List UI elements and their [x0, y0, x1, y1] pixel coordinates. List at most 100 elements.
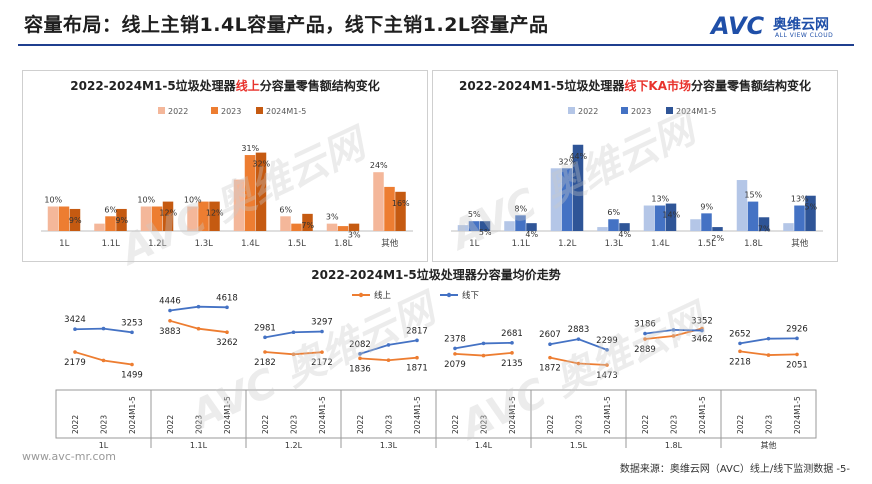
- offline-bar: [758, 217, 770, 231]
- group-label: 1.8L: [665, 441, 683, 450]
- online-structure-panel: 2022-2024M1-5垃圾处理器线上分容量零售额结构变化 2022 2023 2…: [22, 70, 428, 262]
- online-tick-label: 其他: [381, 238, 399, 249]
- price-data-label: 3424: [64, 315, 86, 325]
- offline-tick-label: 1.8L: [744, 239, 763, 249]
- offline-data-label: 5%: [468, 210, 481, 219]
- period-label: 2024M1-5: [223, 396, 232, 434]
- price-point: [738, 341, 742, 346]
- price-point: [168, 319, 172, 323]
- offline-legend-label: 2024M1-5: [676, 107, 716, 116]
- offline-bar: [736, 180, 748, 231]
- online-data-label: 12%: [206, 209, 224, 218]
- period-label: 2024M1-5: [698, 396, 707, 434]
- offline-bar: [654, 205, 666, 231]
- offline-bar: [794, 205, 805, 231]
- offline-bar: [643, 205, 655, 231]
- price-data-label: 3297: [311, 318, 333, 328]
- logo-text: AVC: [711, 12, 765, 40]
- period-label: 2022: [451, 415, 460, 434]
- online-bar: [326, 223, 338, 231]
- online-tick-label: 1.2L: [148, 239, 167, 249]
- online-bar: [116, 208, 127, 231]
- price-data-label: 2926: [786, 324, 808, 334]
- period-label: 2023: [195, 415, 204, 434]
- price-point: [263, 335, 267, 340]
- online-bar: [373, 172, 384, 231]
- online-bar: [151, 206, 163, 231]
- offline-title-highlight: 线下KA市场: [624, 79, 691, 93]
- price-data-label: 2981: [254, 323, 276, 333]
- price-data-label: 3186: [634, 320, 656, 330]
- price-data-label: 2172: [311, 358, 333, 368]
- price-data-label: 1499: [121, 371, 143, 381]
- price-data-label: 1871: [406, 364, 428, 374]
- offline-bar: [504, 221, 515, 231]
- offline-bar: [479, 221, 491, 231]
- period-label: 2024M1-5: [508, 396, 517, 434]
- online-legend-swatch: [158, 107, 165, 114]
- period-label: 2023: [480, 415, 489, 434]
- online-data-label: 6%: [279, 205, 292, 214]
- offline-bar: [457, 225, 469, 231]
- offline-data-label: 5%: [804, 203, 817, 212]
- online-title-prefix: 2022-2024M1-5垃圾处理器: [70, 79, 236, 93]
- offline-bar-chart: 2022 2023 2024M1-5 1L 1.1L 1.2L 1.3L 1.4L 1.5L 1.…: [451, 107, 823, 249]
- price-data-label: 2218: [729, 357, 751, 367]
- price-legend-label: 线上: [374, 290, 392, 301]
- online-bar: [105, 216, 116, 231]
- footer-source: 数据来源：奥维云网（AVC）线上/线下监测数据 -5-: [619, 464, 850, 475]
- offline-tick-label: 1.3L: [605, 239, 624, 249]
- group-label: 1.4L: [475, 441, 493, 450]
- offline-bar: [561, 168, 573, 231]
- offline-tick-label: 1.1L: [512, 239, 531, 249]
- price-point: [415, 355, 419, 360]
- group-label: 1.2L: [285, 441, 303, 450]
- offline-bar: [747, 201, 759, 231]
- price-point: [510, 341, 514, 345]
- price-point: [510, 351, 514, 355]
- price-data-label: 1836: [349, 364, 371, 374]
- online-legend-label: 2024M1-5: [266, 107, 306, 116]
- price-data-label: 2883: [568, 325, 590, 335]
- offline-tick-label: 1.2L: [558, 239, 577, 249]
- logo-en: ALL VIEW CLOUD: [775, 32, 834, 39]
- period-label: 2023: [290, 415, 299, 434]
- offline-bar: [468, 221, 480, 231]
- offline-structure-panel: 2022-2024M1-5垃圾处理器线下KA市场分容量零售额结构变化 2022 2…: [432, 70, 838, 262]
- price-legend-label: 线下: [462, 290, 480, 301]
- online-bar: [395, 191, 406, 231]
- offline-data-label: 4%: [618, 230, 631, 239]
- period-label: 2024M1-5: [793, 396, 802, 434]
- period-label: 2022: [736, 415, 745, 434]
- price-data-label: 2079: [444, 360, 466, 370]
- price-point: [643, 331, 647, 336]
- price-data-label: 2182: [254, 358, 276, 368]
- online-data-label: 10%: [44, 196, 62, 205]
- online-data-label: 3%: [326, 213, 339, 222]
- offline-data-label: 4%: [525, 230, 538, 239]
- offline-bar: [608, 219, 619, 231]
- period-label: 2022: [641, 415, 650, 434]
- price-point: [766, 336, 771, 341]
- price-point: [453, 346, 457, 351]
- online-bar: [280, 216, 291, 231]
- online-tick-label: 1L: [59, 239, 69, 249]
- online-bar: [384, 186, 395, 231]
- offline-bar: [597, 227, 608, 231]
- online-bar: [69, 208, 81, 231]
- price-point: [671, 334, 676, 338]
- price-data-label: 1872: [539, 364, 561, 374]
- online-bar: [58, 206, 70, 231]
- offline-data-label: 13%: [651, 195, 669, 204]
- online-legend-label: 2022: [168, 107, 188, 116]
- period-label: 2022: [356, 415, 365, 434]
- price-data-label: 2817: [406, 326, 428, 336]
- price-point: [263, 350, 267, 354]
- online-data-label: 10%: [137, 196, 155, 205]
- price-point: [196, 304, 201, 309]
- online-data-label: 9%: [115, 216, 128, 225]
- price-data-label: 2135: [501, 359, 523, 369]
- online-title-suffix: 分容量零售额结构变化: [259, 79, 380, 93]
- online-data-label: 12%: [159, 209, 177, 218]
- price-point: [320, 329, 324, 334]
